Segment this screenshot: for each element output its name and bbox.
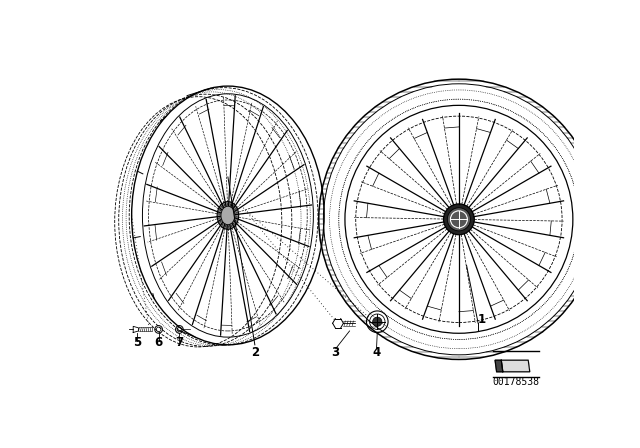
Text: 1: 1 [478, 313, 486, 326]
Circle shape [447, 208, 470, 231]
Polygon shape [501, 360, 530, 372]
Text: 3: 3 [332, 346, 340, 359]
Circle shape [372, 317, 382, 326]
Text: 4: 4 [372, 346, 381, 359]
Circle shape [444, 204, 474, 235]
Text: 2: 2 [251, 346, 259, 359]
Ellipse shape [221, 206, 235, 225]
Polygon shape [501, 360, 530, 372]
Polygon shape [495, 360, 503, 372]
Text: 00178538: 00178538 [492, 377, 540, 387]
Text: 6: 6 [154, 336, 163, 349]
Ellipse shape [217, 202, 239, 229]
Text: 5: 5 [133, 336, 141, 349]
Text: 7: 7 [175, 336, 184, 349]
